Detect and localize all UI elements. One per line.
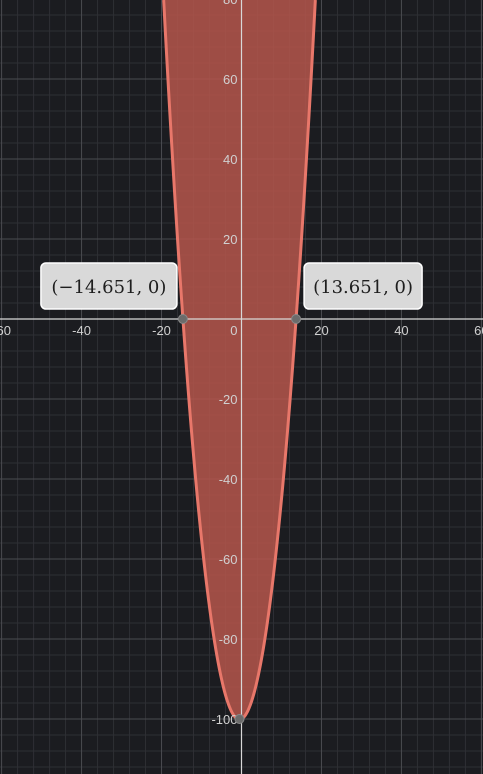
point-marker[interactable] [177, 314, 188, 324]
y-tick-label: -100 [211, 712, 237, 727]
callouts-layer: (−14.651, 0) (13.651, 0) [40, 262, 423, 310]
x-tick-label: -40 [72, 323, 91, 338]
tick-labels: -60 -40 -20 20 40 60 -100 -80 -60 -40 -20 20 40 60 80 0 [0, 0, 483, 727]
y-tick-label: 80 [223, 0, 237, 7]
point-marker[interactable] [234, 714, 245, 724]
x-tick-label: -20 [152, 323, 171, 338]
point-label-box[interactable] [40, 262, 178, 310]
y-tick-label: 40 [223, 152, 237, 167]
origin-label: 0 [230, 323, 237, 338]
x-tick-label: -60 [0, 323, 11, 338]
y-tick-label: -80 [219, 632, 238, 647]
y-tick-label: 20 [223, 232, 237, 247]
y-tick-label: -20 [219, 392, 238, 407]
points-layer [177, 314, 302, 724]
point-label-text: (13.651, 0) [313, 277, 413, 298]
point-label-box[interactable] [303, 262, 423, 310]
x-tick-label: 20 [314, 323, 328, 338]
y-tick-label: -60 [219, 552, 238, 567]
x-tick-label: 60 [474, 323, 483, 338]
y-tick-label: 60 [223, 72, 237, 87]
y-tick-label: -40 [219, 472, 238, 487]
point-label-text: (−14.651, 0) [51, 277, 166, 298]
point-marker[interactable] [291, 314, 302, 324]
x-tick-label: 40 [394, 323, 408, 338]
